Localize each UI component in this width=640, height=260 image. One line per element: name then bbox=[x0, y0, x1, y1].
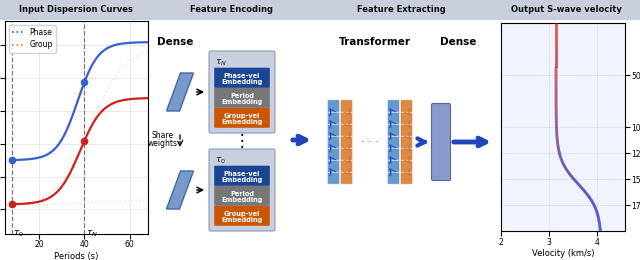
FancyBboxPatch shape bbox=[387, 124, 400, 136]
Text: Phase-vel: Phase-vel bbox=[224, 171, 260, 177]
FancyBboxPatch shape bbox=[327, 112, 340, 124]
FancyBboxPatch shape bbox=[340, 100, 353, 112]
FancyBboxPatch shape bbox=[400, 136, 413, 148]
FancyBboxPatch shape bbox=[400, 160, 413, 172]
FancyBboxPatch shape bbox=[387, 136, 400, 148]
Bar bbox=[492, 0, 640, 20]
Text: $\tau_0$: $\tau_0$ bbox=[215, 155, 226, 166]
FancyBboxPatch shape bbox=[387, 112, 400, 124]
X-axis label: Velocity (km/s): Velocity (km/s) bbox=[532, 249, 595, 258]
FancyBboxPatch shape bbox=[400, 172, 413, 184]
Text: $\tau_0$: $\tau_0$ bbox=[13, 228, 24, 239]
Text: Dense: Dense bbox=[440, 37, 476, 47]
Text: · · ·: · · · bbox=[361, 137, 379, 147]
FancyBboxPatch shape bbox=[214, 206, 270, 226]
FancyBboxPatch shape bbox=[340, 148, 353, 160]
FancyBboxPatch shape bbox=[214, 68, 270, 88]
Text: Group-vel: Group-vel bbox=[224, 211, 260, 217]
Text: Embedding: Embedding bbox=[221, 79, 262, 85]
Text: Output S-wave velocity: Output S-wave velocity bbox=[511, 5, 621, 15]
FancyBboxPatch shape bbox=[214, 108, 270, 128]
Text: Share: Share bbox=[152, 132, 174, 140]
FancyBboxPatch shape bbox=[340, 136, 353, 148]
FancyBboxPatch shape bbox=[387, 148, 400, 160]
FancyBboxPatch shape bbox=[327, 160, 340, 172]
Text: ⋮: ⋮ bbox=[234, 132, 250, 150]
Bar bbox=[152, 0, 310, 20]
FancyBboxPatch shape bbox=[327, 100, 340, 112]
FancyBboxPatch shape bbox=[340, 124, 353, 136]
Text: weights: weights bbox=[148, 140, 178, 148]
FancyBboxPatch shape bbox=[214, 88, 270, 108]
Polygon shape bbox=[166, 73, 193, 111]
FancyBboxPatch shape bbox=[387, 160, 400, 172]
Text: Embedding: Embedding bbox=[221, 197, 262, 203]
Text: Feature Encoding: Feature Encoding bbox=[189, 5, 273, 15]
Legend: Phase, Group: Phase, Group bbox=[9, 25, 56, 53]
FancyBboxPatch shape bbox=[340, 160, 353, 172]
Text: Embedding: Embedding bbox=[221, 99, 262, 105]
Bar bbox=[310, 0, 492, 20]
FancyBboxPatch shape bbox=[400, 112, 413, 124]
Text: Transformer: Transformer bbox=[339, 37, 411, 47]
Text: Period: Period bbox=[230, 93, 254, 99]
Polygon shape bbox=[166, 171, 193, 209]
Text: Embedding: Embedding bbox=[221, 217, 262, 223]
FancyBboxPatch shape bbox=[400, 100, 413, 112]
Text: Input Dispersion Curves: Input Dispersion Curves bbox=[19, 5, 133, 15]
FancyBboxPatch shape bbox=[209, 149, 275, 231]
FancyBboxPatch shape bbox=[327, 148, 340, 160]
X-axis label: Periods (s): Periods (s) bbox=[54, 252, 99, 260]
Text: Period: Period bbox=[230, 191, 254, 197]
FancyBboxPatch shape bbox=[400, 148, 413, 160]
FancyBboxPatch shape bbox=[214, 166, 270, 186]
Text: Phase-vel: Phase-vel bbox=[224, 73, 260, 79]
FancyBboxPatch shape bbox=[327, 172, 340, 184]
FancyBboxPatch shape bbox=[340, 112, 353, 124]
Text: Embedding: Embedding bbox=[221, 177, 262, 183]
FancyBboxPatch shape bbox=[387, 100, 400, 112]
Bar bbox=[0, 0, 152, 20]
Text: $\tau_N$: $\tau_N$ bbox=[215, 57, 227, 68]
FancyBboxPatch shape bbox=[400, 124, 413, 136]
Text: Dense: Dense bbox=[157, 37, 193, 47]
Text: Feature Extracting: Feature Extracting bbox=[356, 5, 445, 15]
FancyBboxPatch shape bbox=[387, 172, 400, 184]
Text: Group-vel: Group-vel bbox=[224, 113, 260, 119]
FancyBboxPatch shape bbox=[431, 103, 451, 180]
FancyBboxPatch shape bbox=[327, 124, 340, 136]
FancyBboxPatch shape bbox=[209, 51, 275, 133]
FancyBboxPatch shape bbox=[327, 136, 340, 148]
FancyBboxPatch shape bbox=[214, 186, 270, 206]
Text: Embedding: Embedding bbox=[221, 119, 262, 125]
Text: $\tau_N$: $\tau_N$ bbox=[86, 228, 97, 239]
FancyBboxPatch shape bbox=[340, 172, 353, 184]
